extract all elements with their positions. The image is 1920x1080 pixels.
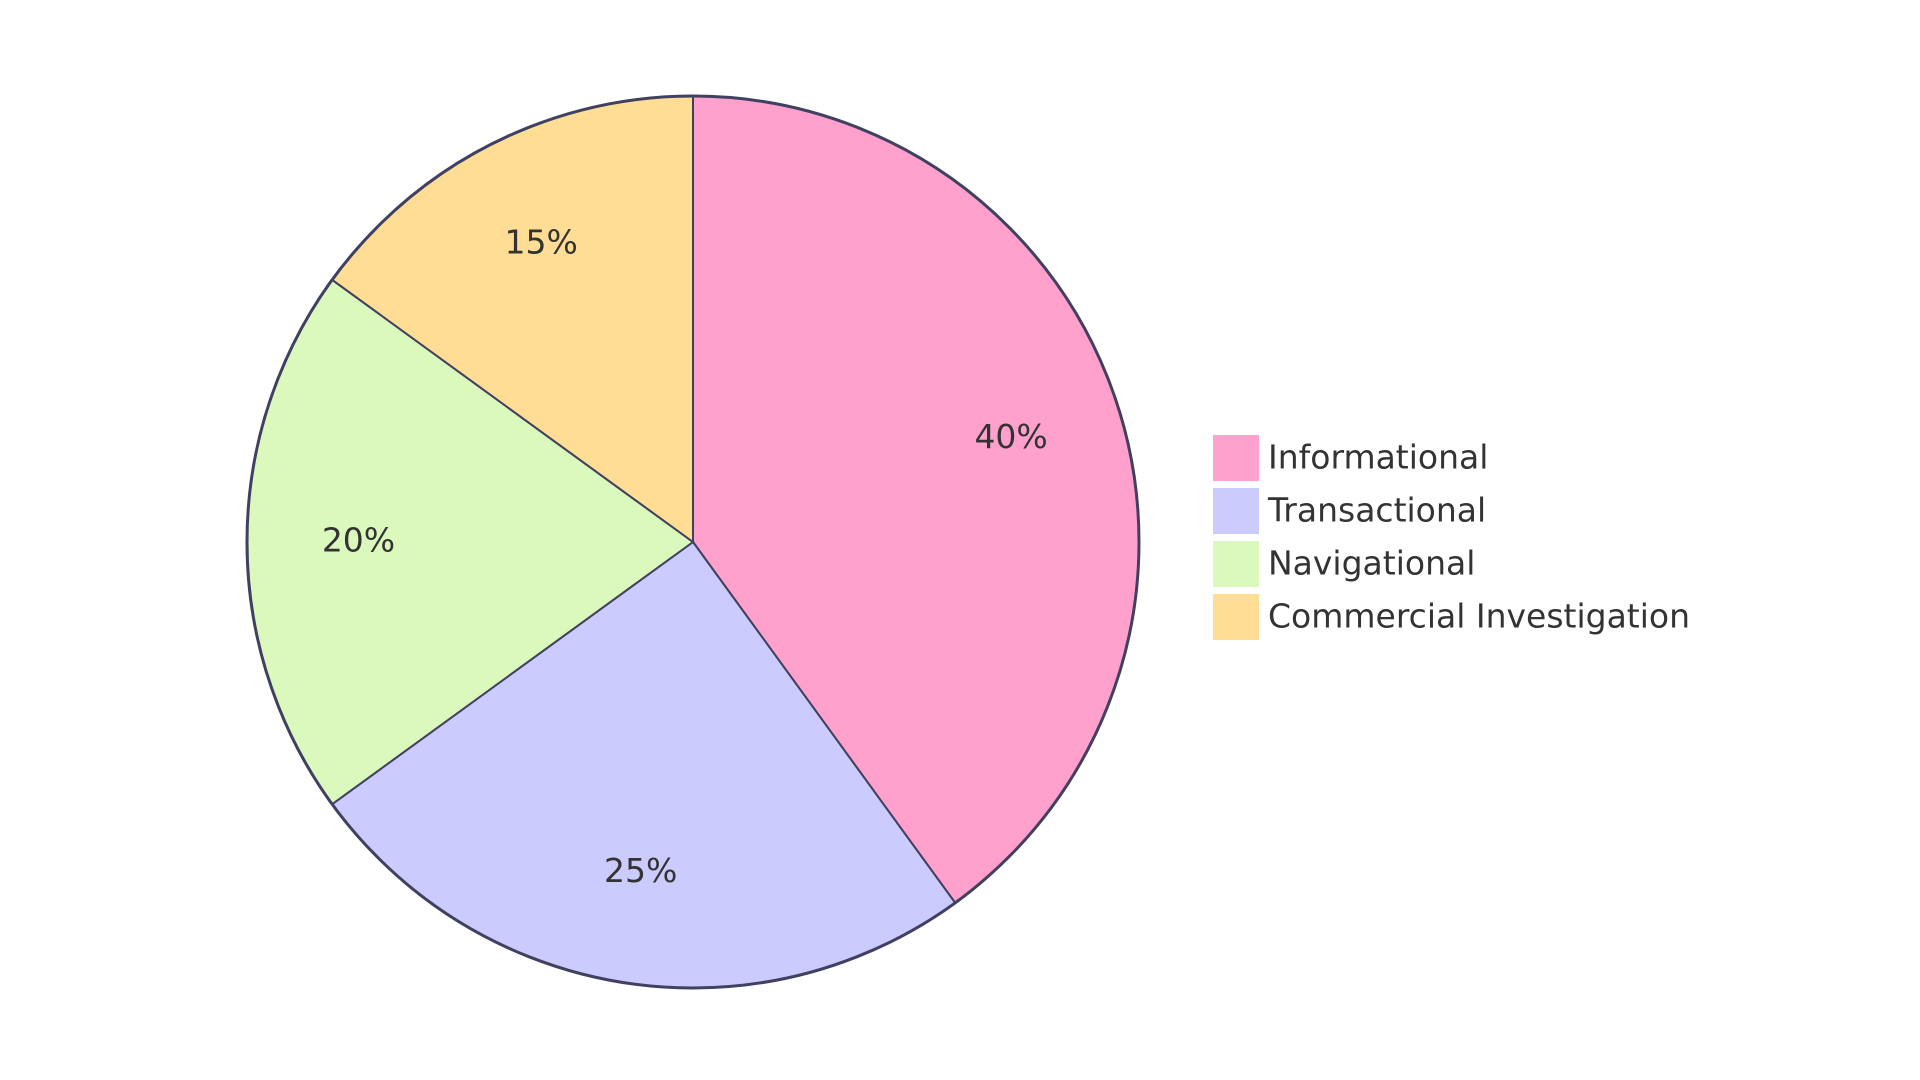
legend-label: Informational [1268, 438, 1488, 477]
slice-label: 40% [974, 417, 1047, 456]
slice-label: 20% [322, 521, 395, 560]
pie-slices [245, 94, 1141, 990]
legend: Informational Transactional Navigational Co… [1213, 435, 1690, 640]
legend-label: Navigational [1268, 544, 1475, 583]
legend-swatch [1213, 594, 1259, 640]
legend-label: Transactional [1267, 491, 1486, 530]
slice-label: 25% [604, 851, 677, 890]
legend-swatch [1213, 541, 1259, 587]
legend-swatch [1213, 435, 1259, 481]
legend-swatch [1213, 488, 1259, 534]
pie-outline [245, 94, 1141, 990]
slice-label: 15% [504, 222, 577, 261]
legend-label: Commercial Investigation [1268, 597, 1690, 636]
slice-labels: 40% 25% 20% 15% [322, 222, 1048, 889]
